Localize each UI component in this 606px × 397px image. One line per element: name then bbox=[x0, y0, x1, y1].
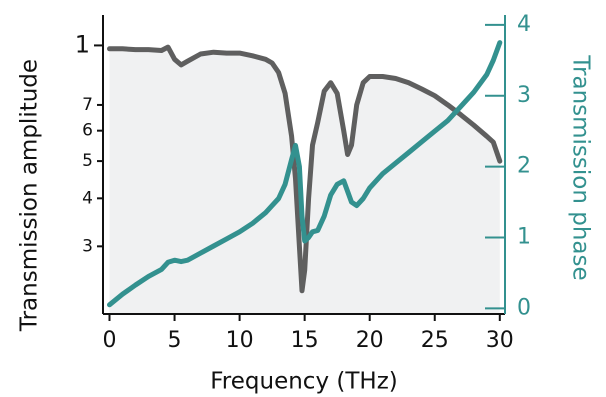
y-tick-label: 4 bbox=[82, 188, 93, 208]
x-tick-label: 25 bbox=[421, 328, 449, 353]
y-axis-label: Transmission amplitude bbox=[17, 59, 43, 332]
y-tick-label: 1 bbox=[75, 30, 90, 58]
x-tick-label: 5 bbox=[168, 328, 182, 353]
y2-axis-label: Transmission phase bbox=[568, 54, 594, 280]
x-tick-label: 20 bbox=[356, 328, 384, 353]
y-tick-label: 6 bbox=[82, 121, 93, 141]
y-tick-label: 5 bbox=[82, 151, 93, 171]
y-tick-label: 3 bbox=[82, 236, 93, 256]
y-tick-label: 7 bbox=[82, 95, 93, 115]
x-tick-label: 0 bbox=[103, 328, 117, 353]
series-line bbox=[107, 44, 503, 294]
y2-tick-label: 1 bbox=[517, 224, 531, 249]
x-tick-label: 15 bbox=[291, 328, 319, 353]
x-axis-label: Frequency (THz) bbox=[210, 369, 398, 395]
y2-tick-label: 4 bbox=[517, 12, 531, 37]
y2-tick-label: 3 bbox=[517, 83, 531, 108]
x-tick-label: 10 bbox=[226, 328, 254, 353]
series-line bbox=[107, 40, 503, 308]
x-tick-label: 30 bbox=[486, 328, 514, 353]
y2-tick-label: 2 bbox=[517, 154, 531, 179]
y2-tick-label: 0 bbox=[517, 295, 531, 320]
